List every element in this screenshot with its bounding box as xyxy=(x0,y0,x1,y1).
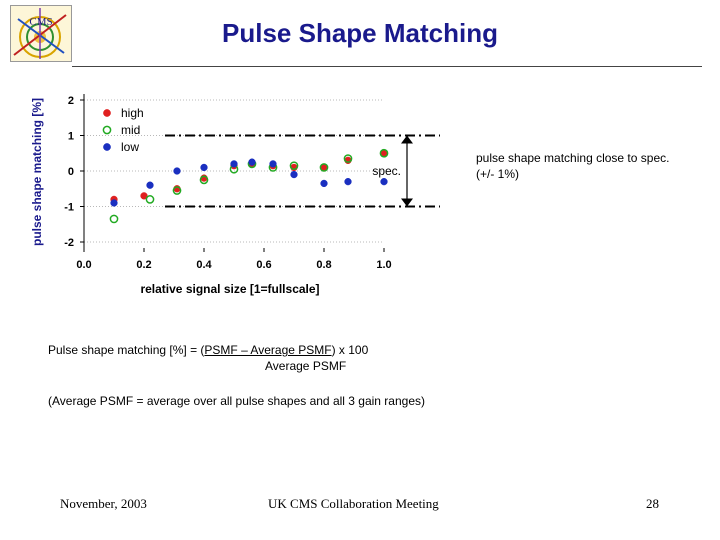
y-tick-label: -2 xyxy=(64,237,74,249)
logo-text: CMS xyxy=(29,16,52,28)
data-point-mid xyxy=(145,195,155,204)
data-point-low xyxy=(230,160,238,168)
spec-arrow-down-head xyxy=(401,198,413,207)
y-tick-label: 0 xyxy=(68,166,74,178)
data-point-mid xyxy=(199,175,209,185)
formula: Pulse shape matching [%] = (PSMF – Avera… xyxy=(48,342,369,373)
data-point-mid xyxy=(289,161,299,171)
formula-rhs: ) x 100 xyxy=(331,343,369,357)
x-tick-label: 0.6 xyxy=(256,259,271,271)
data-point-low xyxy=(380,178,388,186)
data-point-low xyxy=(146,181,154,189)
formula-denominator: Average PSMF xyxy=(265,359,347,373)
spec-note: pulse shape matching close to spec. (+/-… xyxy=(476,151,670,181)
data-point-high xyxy=(140,192,148,200)
y-tick-label: -1 xyxy=(64,202,74,214)
data-point-low xyxy=(173,167,181,175)
data-point-mid xyxy=(109,214,119,224)
spec-arrow-up-head xyxy=(401,135,413,144)
data-point-low xyxy=(248,158,256,166)
data-point-low xyxy=(200,163,208,172)
slide-title: Pulse Shape Matching xyxy=(222,18,498,48)
x-tick-label: 1.0 xyxy=(376,259,391,271)
legend-label-low: low xyxy=(121,140,139,154)
data-point-low xyxy=(110,199,118,207)
x-tick-label: 0.0 xyxy=(76,259,91,271)
formula-lhs: Pulse shape matching [%] = ( xyxy=(48,343,205,357)
y-tick-label: 1 xyxy=(68,131,74,143)
data-point-mid xyxy=(172,186,182,195)
footer-meeting: UK CMS Collaboration Meeting xyxy=(268,496,439,511)
x-tick-label: 0.2 xyxy=(136,259,151,271)
x-tick-label: 0.4 xyxy=(196,259,212,271)
data-point-low xyxy=(290,170,298,179)
x-axis-label: relative signal size [1=fullscale] xyxy=(140,282,319,296)
x-tick-label: 0.8 xyxy=(316,259,331,271)
data-point-low xyxy=(344,178,352,186)
title-divider xyxy=(72,66,702,67)
y-axis-label: pulse shape matching [%] xyxy=(30,97,44,247)
page-number: 28 xyxy=(646,496,659,511)
footer-date: November, 2003 xyxy=(60,496,147,511)
data-point-mid xyxy=(379,148,389,158)
average-note: (Average PSMF = average over all pulse s… xyxy=(48,394,425,408)
data-point-mid xyxy=(319,163,329,172)
legend-label-high: high xyxy=(121,106,144,120)
legend-label-mid: mid xyxy=(121,123,140,137)
cms-logo: CMS xyxy=(10,5,72,62)
formula-numerator: PSMF – Average PSMF xyxy=(204,343,332,357)
legend-marker-low xyxy=(103,143,111,151)
legend-marker-high xyxy=(103,109,111,117)
data-point-low xyxy=(269,160,277,168)
legend-marker-mid xyxy=(102,125,112,135)
data-point-mid xyxy=(343,154,353,163)
scatter-chart: 2 1 0 -1 -2 0.0 0.2 0.4 0.6 0.8 1.0 spec. high mid… xyxy=(64,94,440,296)
y-tick-label: 2 xyxy=(68,95,74,107)
data-point-low xyxy=(320,179,328,188)
spec-label: spec. xyxy=(372,164,401,178)
